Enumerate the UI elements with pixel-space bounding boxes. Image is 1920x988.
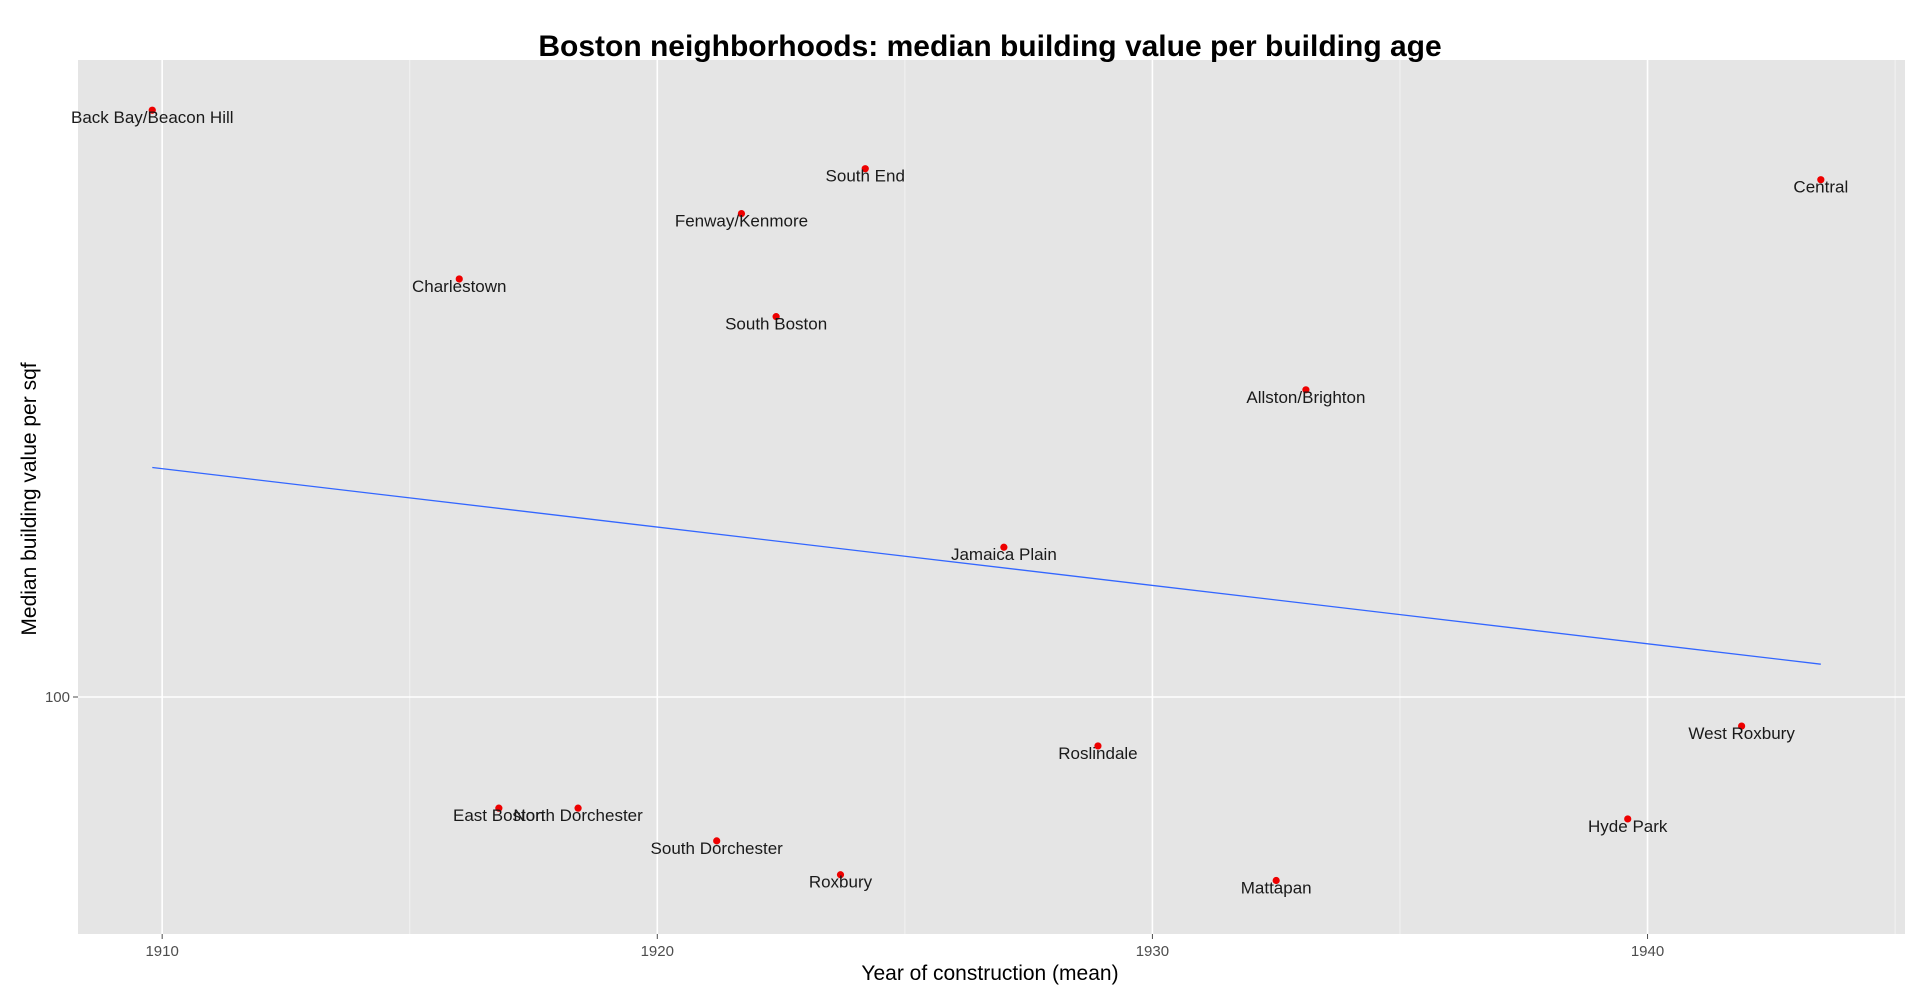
point-label: Roxbury (809, 873, 873, 892)
data-point (574, 804, 582, 812)
data-point (1817, 176, 1825, 184)
data-point (1624, 815, 1632, 823)
x-tick-label: 1910 (145, 943, 178, 960)
chart-title: Boston neighborhoods: median building va… (538, 30, 1441, 63)
x-tick-label: 1930 (1136, 943, 1169, 960)
point-label: Charlestown (412, 277, 507, 296)
point-label: West Roxbury (1688, 724, 1795, 743)
x-axis-ticks: 1910 1920 1930 1940 (145, 934, 1664, 960)
point-label: Roslindale (1058, 744, 1137, 763)
data-point (1738, 722, 1746, 730)
major-gridlines (78, 60, 1905, 934)
data-point (737, 209, 746, 218)
minor-gridlines (409, 60, 1896, 934)
data-point (148, 106, 156, 114)
point-label: Mattapan (1241, 878, 1312, 897)
data-point (772, 313, 780, 321)
y-axis-ticks: 100 (45, 689, 78, 706)
point-label: Allston/Brighton (1246, 388, 1365, 407)
plot-panel (78, 60, 1905, 934)
point-label: South Dorchester (651, 839, 784, 858)
data-point (713, 837, 721, 845)
data-points: Back Bay/Beacon Hill South End Central Fenw… (71, 106, 1848, 897)
x-tick-label: 1920 (641, 943, 674, 960)
data-point (861, 165, 869, 173)
point-label: South Boston (725, 315, 827, 334)
y-axis-title: Median building value per sqf (18, 362, 41, 635)
data-point (495, 804, 503, 812)
x-tick-label: 1940 (1631, 943, 1664, 960)
x-axis-title: Year of construction (mean) (861, 962, 1118, 985)
point-label: North Dorchester (513, 806, 643, 825)
data-point (1302, 386, 1310, 394)
point-label: Fenway/Kenmore (675, 212, 808, 231)
point-label: Back Bay/Beacon Hill (71, 108, 234, 127)
point-label: Hyde Park (1588, 817, 1668, 836)
data-point (1094, 742, 1102, 750)
point-label: Central (1793, 178, 1848, 197)
trend-line (152, 466, 1821, 665)
data-point (836, 871, 845, 879)
data-point (455, 275, 463, 283)
point-label: East Boston (453, 806, 545, 825)
data-point (1272, 876, 1280, 885)
point-label: South End (826, 167, 905, 186)
point-label: Jamaica Plain (951, 545, 1057, 564)
y-tick-label: 100 (45, 689, 70, 706)
data-point (1000, 543, 1008, 551)
